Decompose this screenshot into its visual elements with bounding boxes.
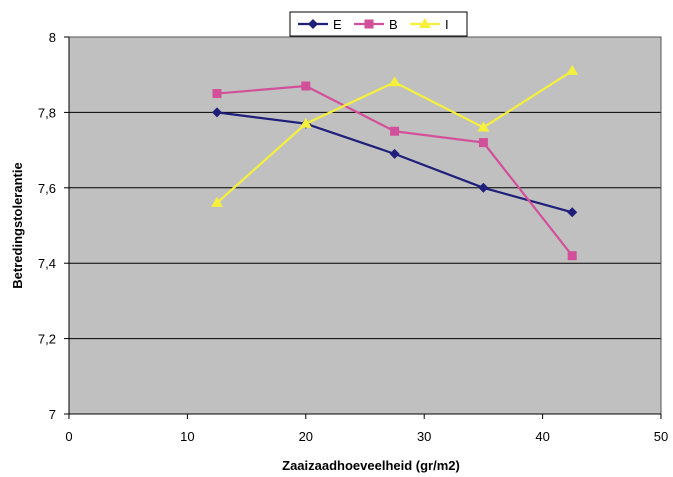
plot-area: [69, 37, 661, 414]
data-point-E-4: [567, 207, 578, 218]
data-point-I-4: [566, 64, 579, 75]
y-tick-label-5: 8: [49, 30, 56, 45]
data-point-B-1: [301, 81, 311, 91]
legend-label-B: B: [389, 17, 398, 32]
data-point-B-0: [212, 89, 222, 99]
y-tick-label-2: 7,4: [38, 256, 56, 271]
x-tick-label-1: 10: [180, 429, 194, 444]
legend-marker-I: [419, 18, 431, 28]
series-I: [211, 64, 579, 207]
x-tick-label-5: 50: [654, 429, 668, 444]
x-axis-title: Zaaizaadhoeveelheid (gr/m2): [282, 458, 460, 473]
series-group: [211, 64, 579, 261]
data-point-B-3: [478, 138, 488, 148]
legend-item-E: E: [298, 17, 342, 32]
x-tick-label-0: 0: [65, 429, 72, 444]
data-point-I-0: [211, 196, 223, 207]
legend-item-I: I: [410, 17, 449, 32]
y-tick-label-4: 7,8: [38, 105, 56, 120]
data-point-B-2: [390, 126, 400, 136]
x-tick-label-4: 40: [535, 429, 549, 444]
data-point-E-3: [478, 182, 489, 193]
data-point-I-1: [299, 117, 312, 128]
data-point-I-3: [477, 121, 490, 132]
x-tick-label-3: 30: [417, 429, 431, 444]
legend-item-B: B: [354, 17, 398, 32]
series-B: [212, 81, 577, 261]
y-tick-label-1: 7,2: [38, 332, 56, 347]
data-point-E-0: [212, 107, 222, 118]
x-tick-label-2: 20: [299, 429, 313, 444]
axes: [68, 37, 661, 415]
x-axis-ticks: 0 10 20 30 40 50: [65, 414, 668, 444]
data-point-B-4: [567, 251, 577, 261]
y-tick-label-3: 7,6: [38, 181, 56, 196]
data-point-I-2: [388, 76, 401, 87]
y-tick-label-0: 7: [49, 407, 56, 422]
series-E: [212, 107, 578, 218]
y-axis-ticks: 7 7,2 7,4 7,6 7,8 8: [38, 30, 69, 422]
y-axis-title: Betredingstolerantie: [10, 162, 25, 288]
legend-marker-B: [364, 19, 374, 29]
legend-label-E: E: [333, 17, 342, 32]
data-point-E-2: [389, 148, 400, 159]
legend-label-I: I: [445, 17, 449, 32]
legend-marker-E: [308, 19, 318, 29]
